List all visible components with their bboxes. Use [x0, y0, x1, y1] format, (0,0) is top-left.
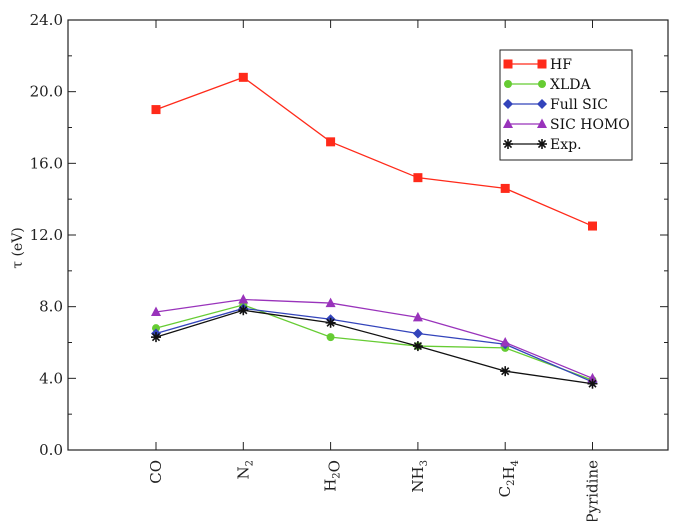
- legend-marker: [538, 80, 546, 88]
- legend-marker: [537, 59, 547, 69]
- data-point: [325, 317, 336, 328]
- star-stroke: [413, 341, 423, 351]
- star-stroke: [326, 318, 335, 327]
- legend-label: Full SIC: [550, 97, 608, 113]
- series-hf: [151, 72, 597, 231]
- star-stroke: [537, 139, 547, 149]
- legend-marker: [537, 118, 547, 128]
- series-line: [155, 309, 593, 385]
- star-stroke: [151, 333, 161, 342]
- x-tick-text: H: [322, 479, 340, 492]
- data-point: [152, 324, 160, 333]
- x-tick-text: N: [234, 466, 252, 479]
- data-point: [500, 366, 511, 377]
- star-stroke: [239, 306, 248, 315]
- star-stroke: [501, 367, 510, 376]
- series-xlda: [152, 300, 597, 385]
- data-point: [326, 137, 336, 147]
- data-point: [412, 328, 423, 339]
- star-stroke: [588, 379, 597, 388]
- x-tick-label: N2: [234, 460, 255, 480]
- legend-label: SIC HOMO: [550, 117, 630, 133]
- legend-marker: [503, 59, 513, 69]
- y-axis-title: τ (eV): [10, 227, 26, 269]
- data-point: [151, 105, 161, 115]
- x-tick-label: C2H4: [496, 460, 521, 497]
- data-point: [326, 333, 335, 342]
- data-point: [588, 221, 597, 231]
- x-tick-text: O: [326, 460, 344, 472]
- x-tick-label: NH3: [409, 460, 430, 493]
- legend-marker: [503, 139, 513, 149]
- series-line: [155, 298, 593, 379]
- legend: HF XLDA Full SIC SIC HOMO Exp.: [499, 49, 633, 161]
- series-line: [155, 307, 593, 383]
- x-tick-text: CO: [147, 460, 165, 484]
- x-tick-subscript: 3: [419, 460, 430, 466]
- data-point: [412, 311, 423, 322]
- data-point: [500, 337, 511, 347]
- legend-marker: [504, 80, 512, 88]
- data-point: [238, 72, 248, 82]
- x-tick-subscript: 2: [506, 479, 517, 485]
- legend-marker: [537, 139, 547, 149]
- series-sic-homo: [151, 294, 598, 383]
- star-stroke: [503, 139, 513, 149]
- x-tick-subscript: 2: [332, 472, 343, 478]
- x-tick-label: Pyridine: [584, 460, 602, 521]
- data-point: [587, 372, 598, 383]
- data-point: [587, 378, 598, 389]
- data-point: [151, 332, 161, 343]
- x-tick-text: C: [496, 486, 514, 497]
- data-point: [238, 294, 249, 304]
- x-tick-text: NH: [409, 466, 427, 492]
- x-tick-subscript: 2: [244, 460, 255, 466]
- x-tick-label: CO: [147, 460, 165, 484]
- y-tick-label: 8.0: [39, 298, 63, 316]
- data-point: [238, 305, 249, 316]
- data-point: [151, 306, 161, 317]
- legend-box: [499, 49, 633, 161]
- y-tick-label: 12.0: [30, 226, 63, 244]
- x-tick-subscript: 4: [510, 460, 521, 466]
- y-tick-label: 24.0: [30, 11, 63, 29]
- y-tick-label: 4.0: [39, 369, 63, 387]
- y-tick-label: 16.0: [30, 154, 63, 172]
- data-point: [500, 183, 510, 193]
- series-exp-: [151, 305, 598, 389]
- legend-marker: [503, 118, 513, 128]
- legend-label: Exp.: [550, 137, 582, 153]
- series-line: [155, 304, 593, 381]
- y-tick-label: 20.0: [30, 83, 63, 101]
- data-point: [413, 173, 423, 183]
- series-layer: [151, 72, 598, 389]
- series-line: [155, 76, 593, 227]
- x-tick-text: H: [500, 466, 518, 479]
- x-tick-text: Pyridine: [584, 460, 602, 521]
- x-tick-label: H2O: [322, 460, 344, 492]
- legend-marker: [503, 99, 513, 109]
- legend-label: HF: [550, 57, 572, 73]
- y-tick-label: 0.0: [39, 441, 63, 459]
- data-point: [325, 297, 336, 308]
- data-point: [412, 341, 423, 352]
- legend-marker: [537, 99, 547, 109]
- legend-label: XLDA: [550, 77, 591, 93]
